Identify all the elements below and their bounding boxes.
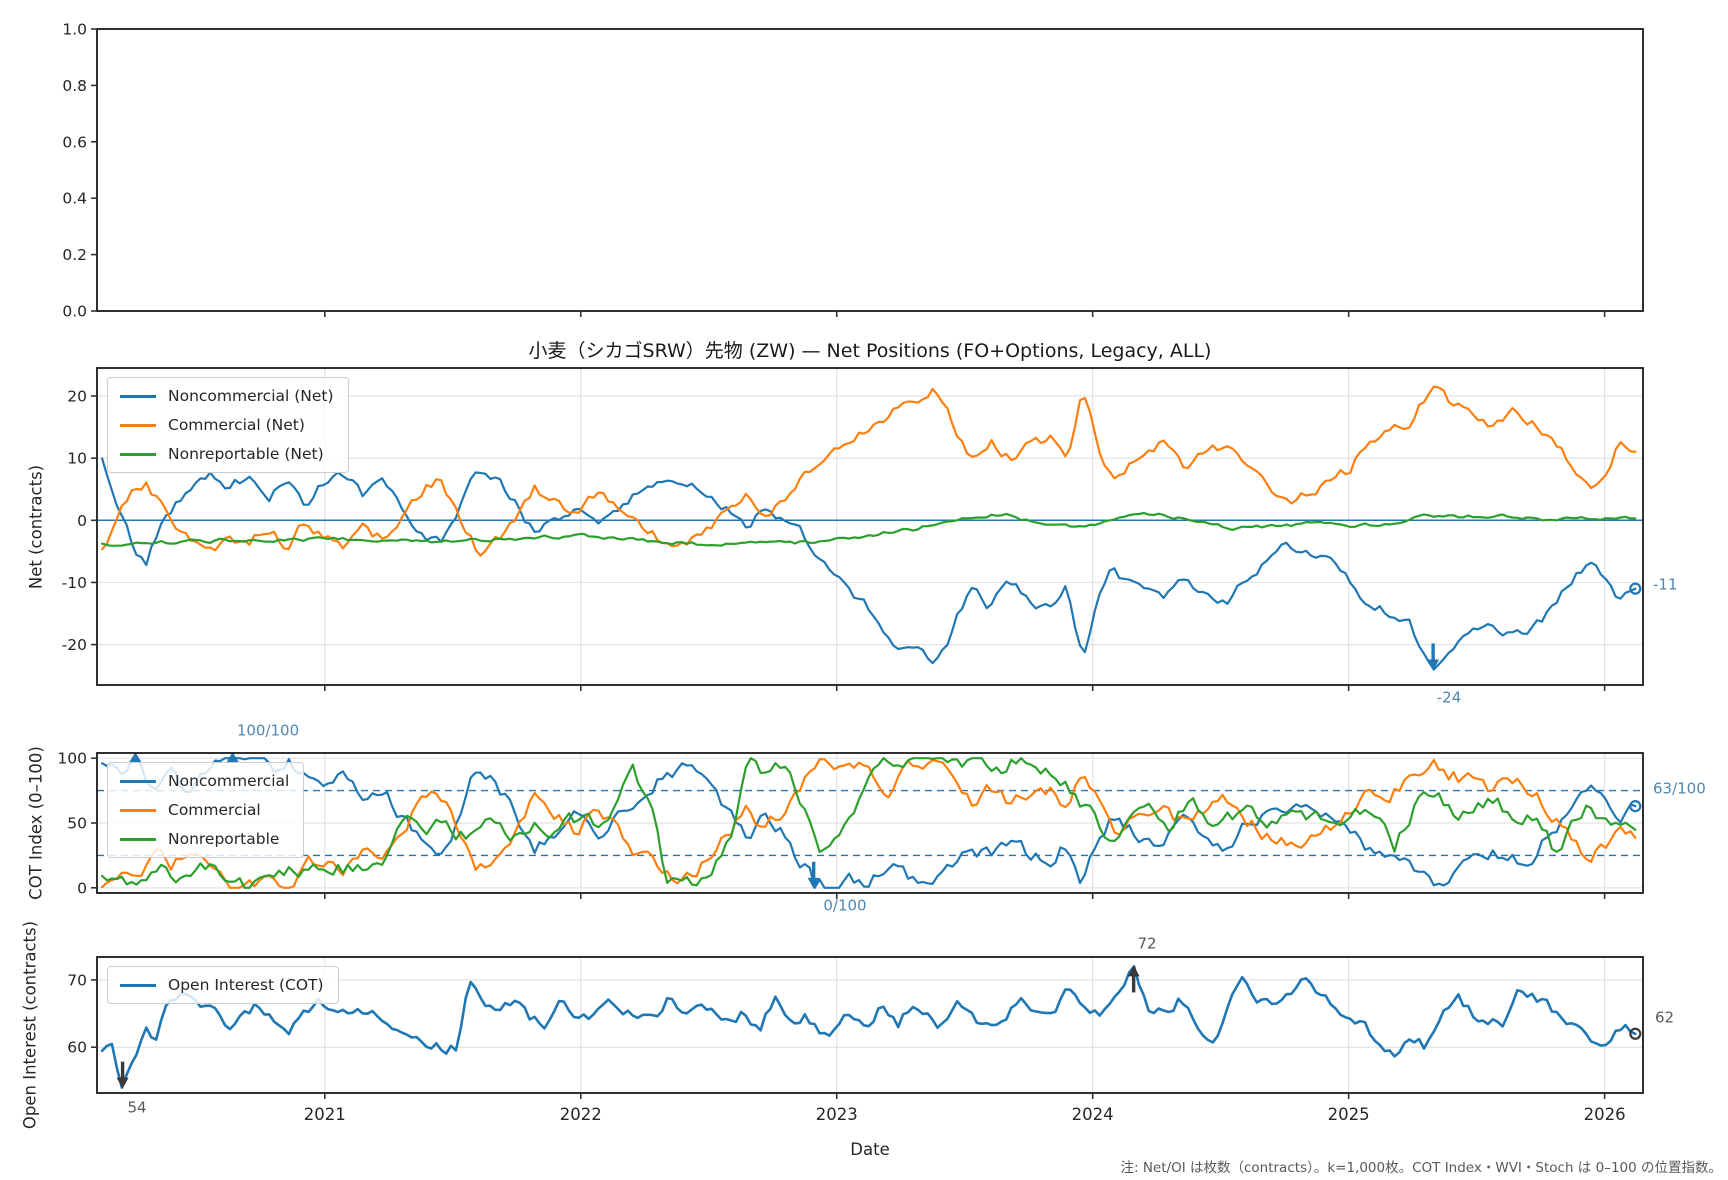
legend-label: Nonreportable xyxy=(168,830,280,848)
x-tick-label: 2021 xyxy=(304,1105,346,1124)
annotation-net-min-value: -24 xyxy=(1437,688,1462,706)
min-arrow-head xyxy=(116,1077,129,1089)
legend-item: Noncommercial xyxy=(120,770,289,792)
y-tick-label: 0.0 xyxy=(62,303,87,321)
legend-line-swatch xyxy=(120,779,156,783)
legend-label: Noncommercial xyxy=(168,772,290,790)
series-line-noncommercial-net xyxy=(101,457,1637,671)
y-axis-label-open-interest: Open Interest (contracts) xyxy=(20,920,40,1130)
legend-item: Noncommercial (Net) xyxy=(120,385,334,407)
y-tick-label: -20 xyxy=(62,636,87,654)
legend-net-positions: Noncommercial (Net) Commercial (Net) Nonre… xyxy=(107,377,349,473)
y-tick-label: 50 xyxy=(67,815,87,833)
series-end-marker xyxy=(1629,800,1642,813)
series-end-marker xyxy=(1629,582,1642,595)
y-tick-label: 0.6 xyxy=(62,133,87,151)
max-arrow-head xyxy=(1127,965,1140,977)
legend-item: Commercial xyxy=(120,799,289,821)
peak-triangle-marker xyxy=(226,752,239,763)
legend-item: Nonreportable xyxy=(120,828,289,850)
legend-line-swatch xyxy=(120,452,156,456)
legend-label: Open Interest (COT) xyxy=(168,976,324,994)
axes-frame xyxy=(96,28,1644,312)
legend-item: Commercial (Net) xyxy=(120,414,334,436)
legend-item: Open Interest (COT) xyxy=(120,974,324,996)
x-tick-label: 2026 xyxy=(1584,1105,1626,1124)
y-tick-label: 60 xyxy=(67,1039,87,1057)
series-line-nonreportable xyxy=(101,757,1637,889)
min-arrow-head xyxy=(807,877,820,889)
axes-frame xyxy=(96,956,1644,1094)
y-tick-label: 70 xyxy=(67,971,87,989)
legend-label: Nonreportable (Net) xyxy=(168,445,324,463)
x-tick-label: 2023 xyxy=(816,1105,858,1124)
legend-cot-index: Noncommercial Commercial Nonreportable xyxy=(107,762,305,858)
y-tick-label: 0.8 xyxy=(62,77,87,95)
annotation-cot-min-value: 0/100 xyxy=(823,896,866,914)
annotation-cot-max-value: 100/100 xyxy=(237,721,299,739)
y-tick-label: 0.2 xyxy=(62,246,87,264)
legend-line-swatch xyxy=(120,394,156,398)
legend-label: Noncommercial (Net) xyxy=(168,387,334,405)
y-axis-label-net: Net (contracts) xyxy=(26,464,46,590)
legend-line-swatch xyxy=(120,983,156,987)
series-line-noncommercial xyxy=(101,757,1637,889)
annotation-oi-min-value: 54 xyxy=(127,1098,146,1116)
legend-item: Nonreportable (Net) xyxy=(120,443,334,465)
y-tick-label: 20 xyxy=(67,387,87,405)
series-end-marker xyxy=(1629,1027,1642,1040)
annotation-oi-max-value: 72 xyxy=(1137,934,1156,952)
annotation-cot-end-value: 63/100 xyxy=(1653,779,1706,797)
y-tick-label: 0 xyxy=(77,512,87,530)
legend-open-interest: Open Interest (COT) xyxy=(107,966,339,1004)
series-line-commercial xyxy=(101,758,1637,889)
legend-line-swatch xyxy=(120,808,156,812)
x-tick-label: 2024 xyxy=(1072,1105,1114,1124)
footnote: 注: Net/OI は枚数（contracts）。k=1,000枚。COT In… xyxy=(1120,1160,1722,1176)
annotation-net-end-value: -11 xyxy=(1653,575,1678,593)
series-line-commercial-net xyxy=(101,385,1637,557)
annotation-oi-end-value: 62 xyxy=(1655,1008,1674,1026)
legend-label: Commercial (Net) xyxy=(168,416,305,434)
y-tick-label: 1.0 xyxy=(62,21,87,39)
series-line-open-interest-cot xyxy=(100,965,1637,1089)
legend-line-swatch xyxy=(120,837,156,841)
legend-line-swatch xyxy=(120,423,156,427)
x-axis-label: Date xyxy=(850,1140,890,1159)
min-arrow-head xyxy=(1427,659,1440,671)
y-tick-label: 100 xyxy=(57,750,87,768)
legend-label: Commercial xyxy=(168,801,261,819)
axes-frame xyxy=(96,367,1644,686)
y-tick-label: 10 xyxy=(67,450,87,468)
series-line-nonreportable-net xyxy=(101,511,1637,547)
chart-title: 小麦（シカゴSRW）先物 (ZW) — Net Positions (FO+Op… xyxy=(528,340,1212,362)
y-tick-label: 0.4 xyxy=(62,190,87,208)
y-tick-label: -10 xyxy=(62,574,87,592)
y-axis-label-cot-index: COT Index (0–100) xyxy=(26,746,46,900)
x-tick-label: 2025 xyxy=(1328,1105,1370,1124)
y-tick-label: 0 xyxy=(77,879,87,897)
peak-triangle-marker xyxy=(129,752,142,763)
x-tick-label: 2022 xyxy=(560,1105,602,1124)
